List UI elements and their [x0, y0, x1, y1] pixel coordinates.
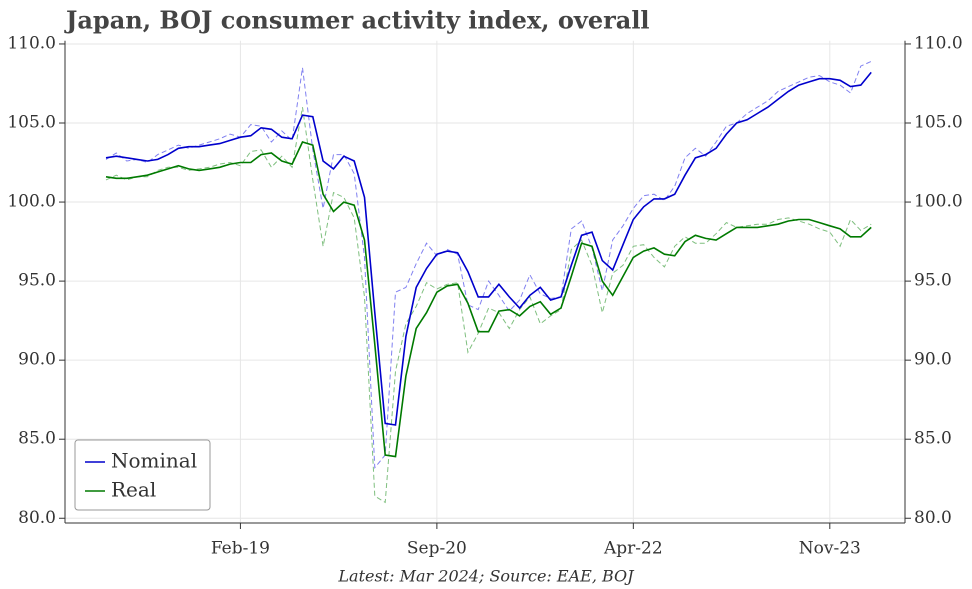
footnote: Latest: Mar 2024; Source: EAE, BOJ [337, 567, 635, 586]
x-tick-label: Sep-20 [407, 539, 467, 559]
legend-label: Real [111, 478, 156, 502]
y-tick-label: 105.0 [7, 113, 56, 133]
y2-tick-label: 95.0 [914, 271, 952, 291]
series-line [105, 71, 872, 426]
y2-tick-label: 105.0 [914, 113, 963, 133]
legend: Nominal Real [74, 439, 211, 511]
y-tick-label: 80.0 [18, 508, 56, 528]
chart-title: Japan, BOJ consumer activity index, over… [64, 6, 650, 35]
series-line-dashed [105, 60, 872, 470]
y2-tick-label: 80.0 [914, 508, 952, 528]
y-tick-label: 110.0 [7, 33, 56, 53]
y-tick-label: 100.0 [7, 192, 56, 212]
y-tick-label: 90.0 [18, 350, 56, 370]
y2-tick-label: 85.0 [914, 429, 952, 449]
x-tick-label: Nov-23 [799, 539, 861, 559]
y-tick-label: 85.0 [18, 429, 56, 449]
legend-label: Nominal [111, 449, 197, 473]
y2-tick-label: 100.0 [914, 192, 963, 212]
series-line [105, 141, 872, 458]
y2-tick-label: 90.0 [914, 350, 952, 370]
x-tick-label: Apr-22 [603, 539, 663, 559]
x-tick-label: Feb-19 [211, 539, 270, 559]
legend-box [74, 439, 211, 511]
y2-tick-label: 110.0 [914, 33, 963, 53]
y-tick-label: 95.0 [18, 271, 56, 291]
